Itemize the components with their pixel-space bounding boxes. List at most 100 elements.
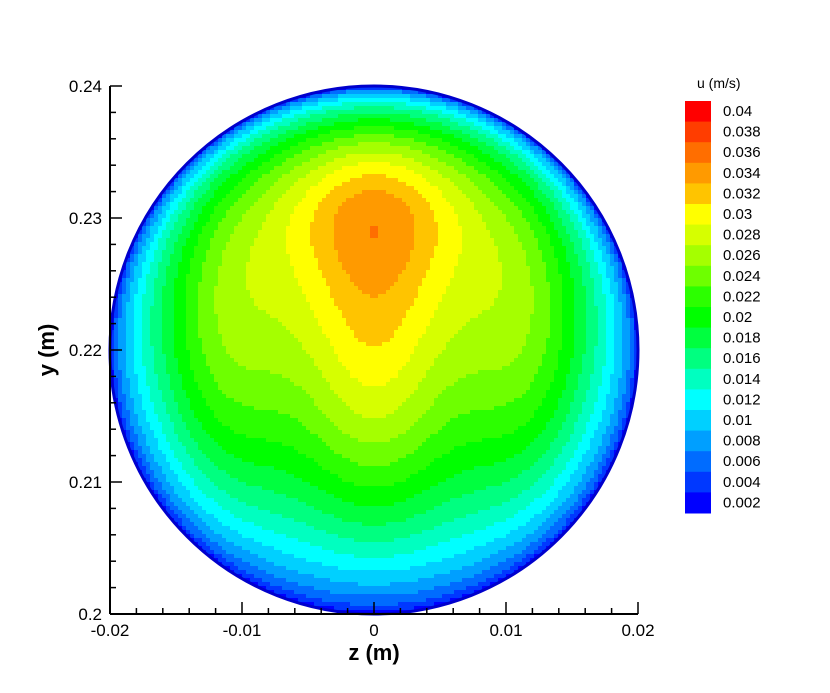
contour-cell [254, 206, 259, 211]
contour-cell [430, 206, 435, 211]
contour-cell [302, 262, 307, 267]
contour-cell [234, 286, 239, 291]
contour-cell [194, 238, 199, 243]
contour-cell [490, 282, 495, 287]
contour-cell [574, 242, 579, 247]
contour-cell [406, 266, 411, 271]
contour-cell [342, 138, 347, 143]
contour-cell [182, 230, 187, 235]
contour-cell [334, 222, 339, 227]
contour-cell [486, 234, 491, 239]
contour-cell [446, 218, 451, 223]
contour-cell [438, 150, 443, 155]
contour-cell [322, 206, 327, 211]
contour-cell [206, 266, 211, 271]
contour-cell [350, 218, 355, 223]
contour-cell [158, 234, 163, 239]
contour-cell [378, 142, 383, 147]
contour-cell [302, 142, 307, 147]
contour-cell [190, 162, 195, 167]
contour-cell [410, 170, 415, 175]
contour-cell [470, 146, 475, 151]
contour-cell [338, 198, 343, 203]
contour-cell [394, 110, 399, 115]
contour-cell [562, 238, 567, 243]
contour-cell [154, 270, 159, 275]
contour-cell [554, 226, 559, 231]
contour-cell [470, 118, 475, 123]
contour-cell [342, 282, 347, 287]
contour-cell [462, 278, 467, 283]
contour-cell [378, 174, 383, 179]
contour-cell [142, 266, 147, 271]
contour-cell [366, 246, 371, 251]
contour-cell [298, 258, 303, 263]
contour-cell [170, 206, 175, 211]
contour-cell [486, 138, 491, 143]
contour-cell [358, 202, 363, 207]
contour-cell [446, 234, 451, 239]
contour-cell [382, 286, 387, 291]
contour-cell [358, 186, 363, 191]
contour-cell [550, 270, 555, 275]
contour-cell [310, 198, 315, 203]
contour-cell [278, 134, 283, 139]
contour-cell [274, 222, 279, 227]
contour-cell [350, 222, 355, 227]
contour-cell [478, 234, 483, 239]
contour-cell [426, 154, 431, 159]
contour-cell [182, 250, 187, 255]
contour-cell [578, 214, 583, 219]
contour-cell [534, 146, 539, 151]
contour-cell [470, 190, 475, 195]
contour-cell [398, 126, 403, 131]
contour-cell [446, 126, 451, 131]
contour-cell [534, 150, 539, 155]
contour-cell [482, 126, 487, 131]
contour-cell [426, 130, 431, 135]
contour-cell [150, 254, 155, 259]
contour-cell [382, 210, 387, 215]
contour-cell [322, 166, 327, 171]
contour-cell [282, 270, 287, 275]
contour-cell [538, 218, 543, 223]
contour-cell [266, 162, 271, 167]
contour-cell [546, 274, 551, 279]
contour-cell [566, 266, 571, 271]
contour-cell [378, 238, 383, 243]
contour-cell [602, 274, 607, 279]
contour-cell [450, 266, 455, 271]
contour-cell [474, 182, 479, 187]
contour-cell [498, 226, 503, 231]
contour-cell [358, 130, 363, 135]
contour-cell [430, 274, 435, 279]
contour-cell [570, 206, 575, 211]
contour-cell [510, 250, 515, 255]
contour-cell [474, 178, 479, 183]
contour-cell [574, 226, 579, 231]
contour-cell [554, 166, 559, 171]
contour-cell [402, 262, 407, 267]
contour-cell [294, 214, 299, 219]
contour-cell [514, 138, 519, 143]
contour-cell [546, 170, 551, 175]
contour-cell [394, 138, 399, 143]
contour-cell [530, 282, 535, 287]
contour-cell [466, 202, 471, 207]
contour-cell [550, 218, 555, 223]
contour-cell [142, 258, 147, 263]
contour-cell [346, 218, 351, 223]
contour-cell [230, 186, 235, 191]
contour-cell [418, 258, 423, 263]
contour-cell [334, 178, 339, 183]
contour-cell [466, 222, 471, 227]
contour-cell [470, 226, 475, 231]
contour-cell [362, 190, 367, 195]
contour-cell [298, 178, 303, 183]
contour-cell [246, 270, 251, 275]
contour-cell [358, 94, 363, 99]
contour-cell [254, 182, 259, 187]
contour-cell [462, 282, 467, 287]
contour-cell [170, 286, 175, 291]
contour-cell [398, 254, 403, 259]
